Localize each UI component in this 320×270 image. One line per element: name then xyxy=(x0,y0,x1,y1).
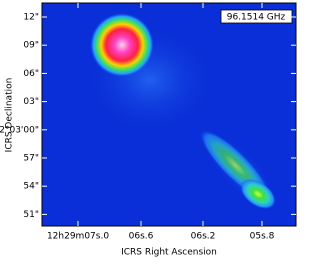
frequency-label: 96.1514 GHz xyxy=(227,13,286,23)
y-tick-label: 57" xyxy=(23,154,39,164)
y-tick-label: 09" xyxy=(23,41,39,51)
x-tick-label: 05s.8 xyxy=(250,232,275,242)
x-tick-label: 12h29m07s.0 xyxy=(47,232,109,242)
y-tick-label: 03" xyxy=(23,97,39,107)
x-tick-label: 06s.2 xyxy=(191,232,216,242)
y-tick-label: 06" xyxy=(23,69,39,79)
y-tick-label: 54" xyxy=(23,182,39,192)
sky-image xyxy=(42,3,296,226)
axis-ticks: 12h29m07s.0 06s.6 06s.2 05s.8 12" 09" 06" 03" 2°… xyxy=(0,3,296,242)
x-tick-label: 06s.6 xyxy=(129,232,154,242)
x-axis-label: ICRS Right Ascension xyxy=(121,248,217,258)
y-tick-label: 51" xyxy=(23,210,39,220)
y-tick-label: 2°03'00" xyxy=(0,125,39,135)
y-tick-label: 12" xyxy=(23,13,39,23)
y-axis-label: ICRS Declination xyxy=(5,78,15,153)
plot-frame xyxy=(41,2,297,227)
